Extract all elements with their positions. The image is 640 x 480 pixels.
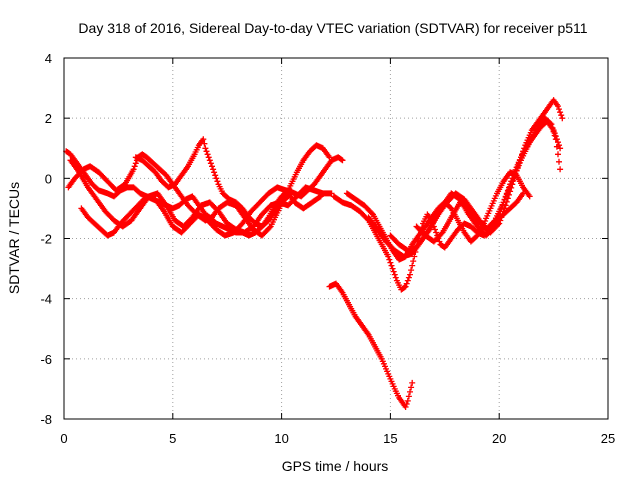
x-axis-label: GPS time / hours: [282, 458, 389, 474]
series-arc-4: [78, 184, 324, 239]
series-markers: [330, 190, 527, 293]
y-tick-label: 4: [45, 51, 52, 66]
y-axis-ticks: -8 -6 -4 -2 0 2 4: [40, 51, 608, 427]
chart-title: Day 318 of 2016, Sidereal Day-to-day VTE…: [78, 20, 587, 36]
x-tick-label: 15: [383, 431, 397, 446]
series-markers: [78, 184, 324, 239]
series-markers: [132, 136, 292, 230]
series-markers: [67, 157, 335, 236]
x-tick-label: 20: [492, 431, 506, 446]
x-tick-label: 0: [60, 431, 67, 446]
y-tick-label: 2: [45, 111, 52, 126]
y-tick-label: -6: [40, 352, 52, 367]
y-axis-label: SDTVAR / TECUs: [6, 182, 22, 294]
x-tick-label: 5: [169, 431, 176, 446]
x-tick-label: 10: [274, 431, 288, 446]
data-points: [63, 97, 566, 410]
y-tick-label: -8: [40, 412, 52, 427]
series-arc-11: [413, 115, 564, 245]
series-arc-6: [326, 280, 416, 410]
grid-lines: [64, 58, 608, 419]
series-arc-2: [65, 142, 333, 239]
series-markers: [326, 280, 416, 410]
series-markers: [413, 115, 564, 245]
x-axis-ticks: 0 5 10 15 20 25: [60, 58, 615, 446]
y-tick-label: -2: [40, 232, 52, 247]
series-markers: [65, 142, 333, 239]
series-arc-7: [330, 190, 527, 293]
y-tick-label: -4: [40, 292, 52, 307]
y-tick-label: 0: [45, 171, 52, 186]
series-arc-5: [132, 136, 292, 230]
series-arc-3: [67, 157, 335, 236]
x-tick-label: 25: [601, 431, 615, 446]
